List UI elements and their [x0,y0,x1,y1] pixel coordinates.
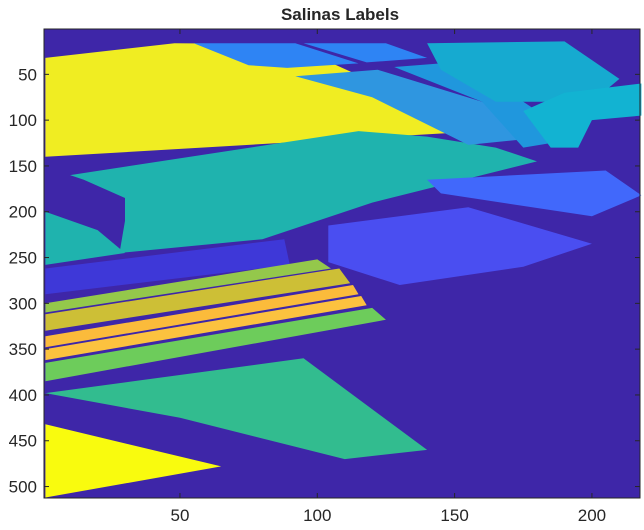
label-region-18 [45,358,428,460]
axes: 50 100 150 200 5010015020025030035040045050… [9,28,641,525]
y-tick-label: 350 [9,340,37,359]
y-tick-label: 250 [9,249,37,268]
x-tick-label: 150 [440,506,468,525]
label-region-9 [523,83,642,148]
y-tick-label: 50 [18,65,37,84]
label-region-15 [45,285,359,348]
y-tick-label: 450 [9,432,37,451]
y-tick-label: 400 [9,386,37,405]
label-region-7 [394,63,579,148]
label-region-2 [70,131,537,253]
label-region-16 [45,296,367,361]
y-tick-label: 200 [9,203,37,222]
label-region-14 [45,268,351,331]
y-tick-label: 500 [9,478,37,497]
y-axis-ticks: 50 100 150 200 250 300 350 400 450 500 [9,65,640,497]
label-region-12 [45,239,290,295]
label-regions [45,41,642,498]
label-region-4 [193,43,359,68]
chart-title: Salinas Labels [281,5,399,24]
label-region-17 [45,307,386,382]
label-region-19 [45,424,222,498]
x-axis-ticks: 50 100 150 200 [170,29,606,525]
label-region-1 [45,43,483,157]
y-tick-label: 300 [9,294,37,313]
label-region-10 [427,170,642,217]
axes-frame [43,28,641,499]
x-tick-label: 50 [170,506,189,525]
y-tick-label: 100 [9,111,37,130]
label-region-6 [295,69,532,145]
label-region-11 [328,207,592,285]
plot-area [44,29,642,498]
label-region-13 [45,259,332,313]
label-region-5 [303,43,428,63]
x-tick-label: 200 [578,506,606,525]
x-tick-label: 100 [303,506,331,525]
y-tick-label: 150 [9,157,37,176]
label-region-3 [45,211,125,265]
label-region-8 [427,41,620,102]
